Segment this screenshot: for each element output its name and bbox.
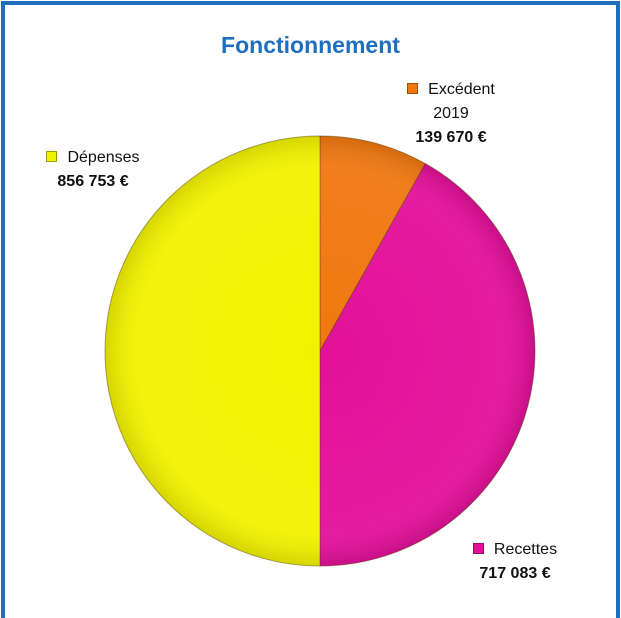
chart-title: Fonctionnement: [221, 32, 400, 58]
pie-slice: [104, 135, 321, 567]
legend-marker: [472, 543, 484, 554]
legend-label: Recettes: [493, 541, 558, 558]
legend-entry: Recettes 717 083 €: [452, 538, 578, 586]
legend-marker: [407, 83, 419, 94]
data-label: 856 753 €: [57, 173, 129, 190]
pie: [104, 135, 536, 567]
data-label: 139 670 €: [415, 129, 487, 146]
legend-label: Dépenses: [67, 149, 140, 166]
legend-entry: Excédent 2019 139 670 €: [392, 78, 510, 150]
legend-entry: Dépenses 856 753 €: [28, 146, 158, 194]
legend-label: Excédent 2019: [428, 81, 495, 122]
legend-marker: [46, 151, 58, 162]
data-label: 717 083 €: [479, 565, 551, 582]
